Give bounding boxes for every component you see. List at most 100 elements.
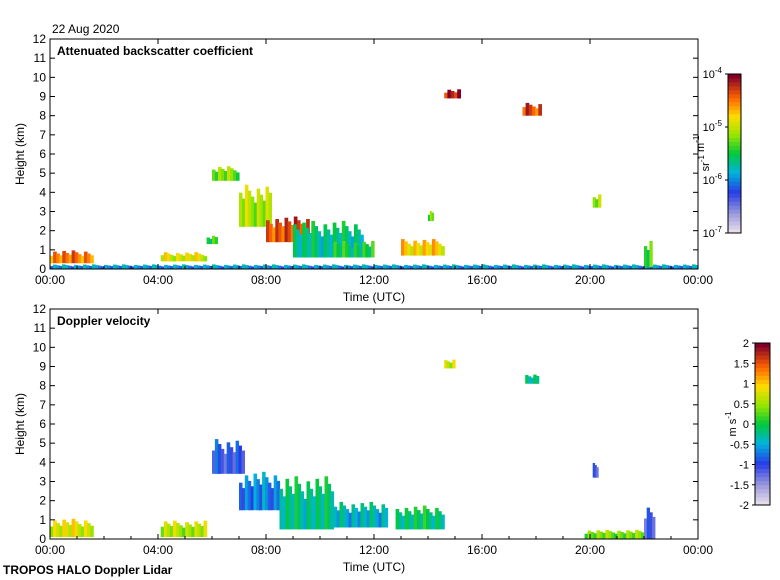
data-cell bbox=[620, 532, 624, 539]
data-cell bbox=[491, 266, 495, 269]
colorbar-cell bbox=[755, 456, 770, 461]
data-cell bbox=[233, 170, 237, 181]
data-cell bbox=[87, 523, 91, 538]
data-cell bbox=[641, 532, 645, 539]
data-cell bbox=[629, 531, 633, 539]
data-cell bbox=[227, 265, 231, 269]
data-cell bbox=[200, 526, 205, 537]
data-cell bbox=[626, 265, 630, 269]
y-tick-label: 7 bbox=[39, 128, 46, 142]
y-tick-label: 9 bbox=[39, 360, 46, 374]
data-cell bbox=[686, 265, 690, 269]
data-cell bbox=[220, 448, 225, 474]
colorbar-cell bbox=[755, 476, 770, 482]
data-cell bbox=[62, 519, 66, 537]
data-cell bbox=[176, 265, 180, 269]
data-cell bbox=[575, 265, 579, 269]
data-cell bbox=[554, 264, 558, 269]
data-cell bbox=[413, 506, 418, 530]
colorbar-cell bbox=[728, 177, 741, 182]
data-cell bbox=[260, 266, 264, 269]
data-cell bbox=[247, 480, 252, 511]
data-cell bbox=[302, 222, 306, 258]
y-tick-label: 1 bbox=[39, 513, 46, 527]
colorbar-cell bbox=[755, 395, 770, 401]
chart-title: Attenuated backscatter coefficient bbox=[57, 44, 253, 58]
data-cell bbox=[446, 265, 450, 269]
data-cell bbox=[206, 237, 210, 245]
data-cell bbox=[350, 248, 355, 258]
data-cell bbox=[476, 265, 480, 269]
data-cell bbox=[200, 254, 205, 262]
data-cell bbox=[98, 265, 102, 269]
x-tick-label: 04:00 bbox=[143, 273, 173, 287]
x-tick-label: 04:00 bbox=[143, 543, 173, 557]
data-cell bbox=[542, 264, 546, 269]
data-cell bbox=[253, 473, 257, 511]
data-cell bbox=[68, 524, 73, 538]
y-tick-label: 2 bbox=[39, 494, 46, 508]
data-cell bbox=[239, 265, 243, 269]
data-cell bbox=[653, 264, 657, 269]
data-cell bbox=[152, 264, 156, 269]
colorbar-cell bbox=[755, 415, 770, 421]
data-cell bbox=[441, 514, 445, 530]
colorbar-cell bbox=[755, 448, 770, 453]
data-cell bbox=[431, 266, 435, 269]
colorbar-cell bbox=[728, 77, 741, 83]
data-cell bbox=[449, 265, 453, 269]
colorbar-cell bbox=[728, 157, 741, 162]
data-cell bbox=[605, 529, 609, 539]
data-cell bbox=[509, 265, 513, 269]
data-cell bbox=[336, 244, 340, 258]
data-cell bbox=[372, 505, 377, 528]
data-cell bbox=[368, 246, 372, 258]
y-tick-label: 5 bbox=[39, 166, 46, 180]
data-cell bbox=[119, 265, 123, 269]
data-cell bbox=[182, 527, 186, 538]
data-cell bbox=[668, 265, 672, 269]
data-cell bbox=[311, 266, 315, 269]
data-cell bbox=[383, 264, 387, 269]
data-cell bbox=[218, 265, 222, 269]
colorbar-cell bbox=[755, 424, 770, 429]
data-cell bbox=[143, 264, 147, 269]
x-tick-label: 12:00 bbox=[359, 543, 389, 557]
data-cell bbox=[419, 245, 424, 256]
plot-frame bbox=[49, 38, 699, 270]
data-cell bbox=[236, 172, 240, 181]
data-cell bbox=[336, 510, 341, 528]
colorbar-cell bbox=[755, 355, 770, 360]
data-cell bbox=[296, 229, 300, 258]
data-cell bbox=[533, 374, 537, 384]
data-cell bbox=[644, 518, 648, 539]
data-cell bbox=[596, 265, 600, 269]
data-cell bbox=[247, 190, 252, 227]
colorbar-cell bbox=[728, 149, 741, 154]
data-cell bbox=[256, 188, 261, 227]
x-tick-label: 00:00 bbox=[683, 543, 713, 557]
data-cell bbox=[587, 265, 591, 269]
data-cell bbox=[250, 196, 255, 227]
data-cell bbox=[425, 242, 430, 256]
data-cell bbox=[266, 220, 270, 243]
data-cell bbox=[166, 523, 171, 538]
data-cell bbox=[56, 265, 60, 269]
data-cell bbox=[458, 265, 462, 269]
colorbar-cell bbox=[728, 133, 741, 139]
y-axis-label: Height (km) bbox=[13, 393, 27, 455]
data-cell bbox=[611, 266, 615, 269]
data-cell bbox=[500, 266, 504, 269]
data-cell bbox=[368, 265, 372, 269]
data-cell bbox=[77, 265, 81, 269]
data-cell bbox=[599, 265, 603, 269]
data-cell bbox=[527, 376, 532, 384]
data-cell bbox=[617, 265, 621, 269]
data-cell bbox=[590, 532, 595, 539]
colorbar-cell bbox=[755, 484, 770, 490]
data-cell bbox=[338, 233, 343, 258]
data-cell bbox=[551, 266, 555, 269]
colorbar-cell bbox=[755, 371, 770, 376]
y-tick-label: 4 bbox=[39, 185, 46, 199]
data-cell bbox=[416, 265, 420, 269]
